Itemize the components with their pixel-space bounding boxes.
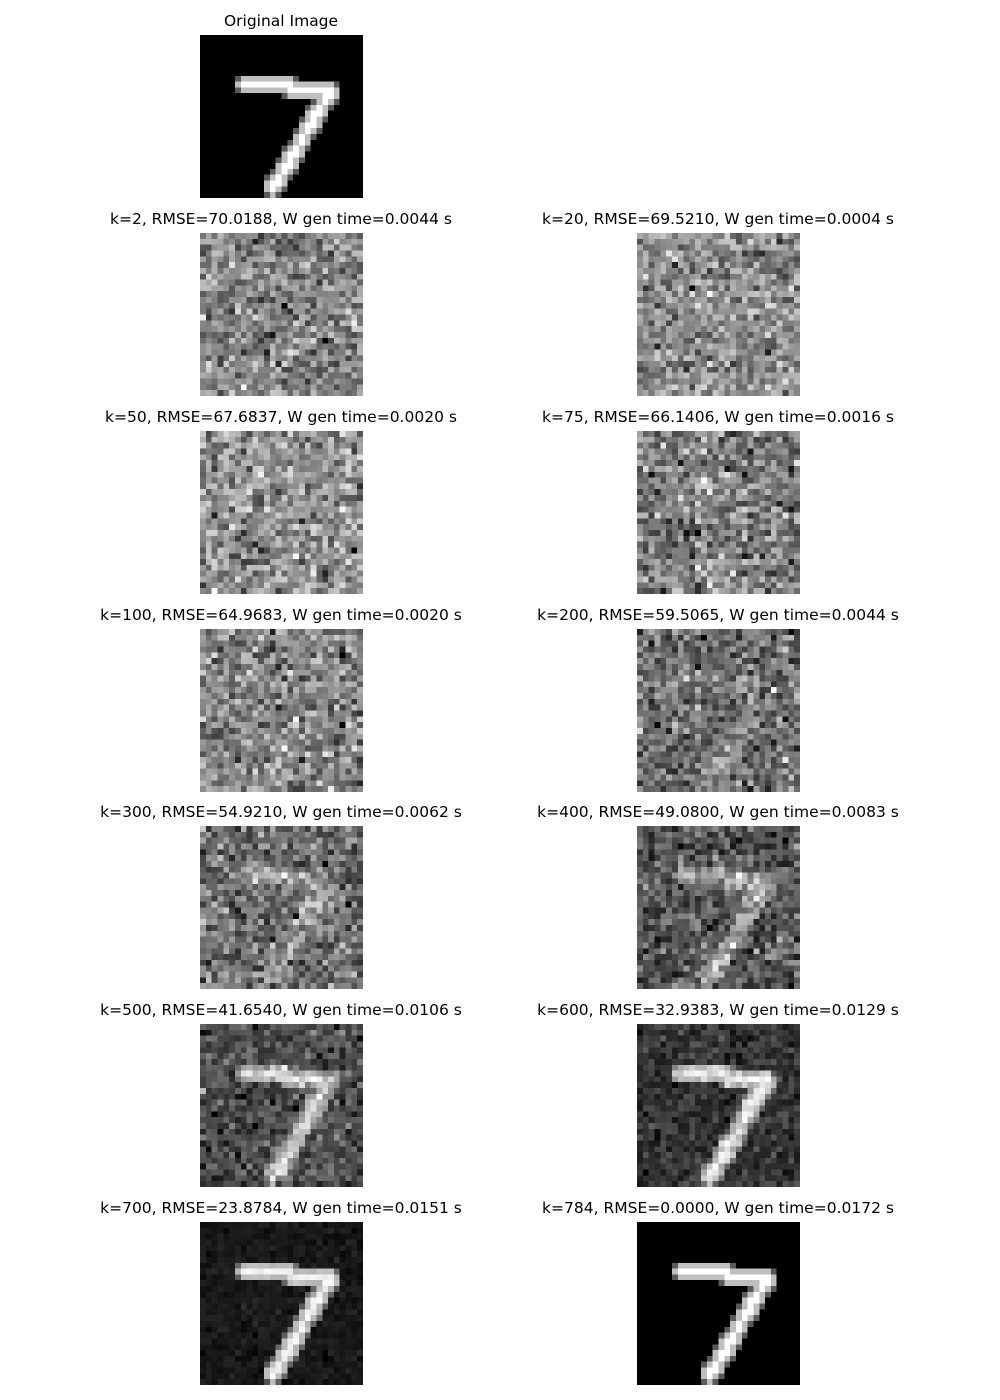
reconstruction-image [637,1024,800,1187]
reconstruction-image [637,826,800,989]
original-image-title: Original Image [223,12,339,30]
reconstruction-image [200,431,363,594]
panel-title: k=100, RMSE=64.9683, W gen time=0.0020 s [100,606,462,624]
reconstruction-image [637,1222,800,1385]
reconstruction-image [637,233,800,396]
panel-title: k=20, RMSE=69.5210, W gen time=0.0004 s [542,210,894,228]
panel-title: k=50, RMSE=67.6837, W gen time=0.0020 s [105,408,457,426]
panel-title: k=400, RMSE=49.0800, W gen time=0.0083 s [537,803,899,821]
reconstruction-image [637,431,800,594]
panel-title: k=300, RMSE=54.9210, W gen time=0.0062 s [100,803,462,821]
panel-title: k=2, RMSE=70.0188, W gen time=0.0044 s [109,210,453,228]
panel-title: k=500, RMSE=41.6540, W gen time=0.0106 s [100,1001,462,1019]
reconstruction-image [200,233,363,396]
panel-title: k=75, RMSE=66.1406, W gen time=0.0016 s [542,408,894,426]
panel-title: k=200, RMSE=59.5065, W gen time=0.0044 s [537,606,899,624]
panel-title: k=700, RMSE=23.8784, W gen time=0.0151 s [100,1199,462,1217]
reconstruction-image [637,629,800,792]
panel-title: k=784, RMSE=0.0000, W gen time=0.0172 s [542,1199,894,1217]
reconstruction-image [200,1222,363,1385]
reconstruction-image [200,1024,363,1187]
reconstruction-image [200,826,363,989]
panel-title: k=600, RMSE=32.9383, W gen time=0.0129 s [537,1001,899,1019]
original-image [200,35,363,198]
reconstruction-image [200,629,363,792]
